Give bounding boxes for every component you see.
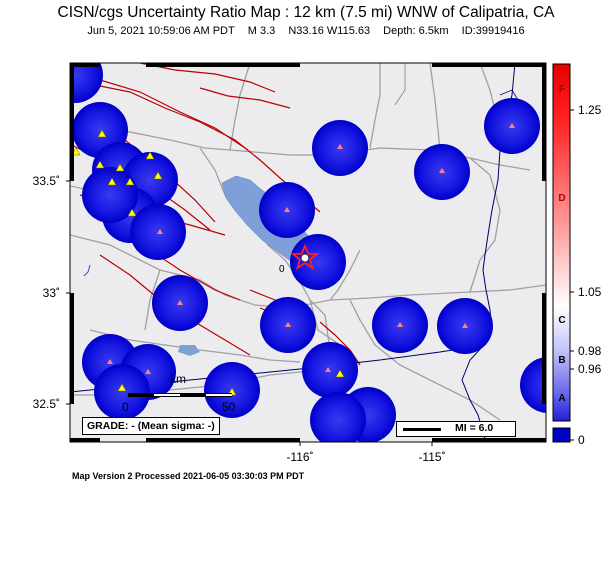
station-center-marker (337, 144, 343, 149)
station-disc (70, 63, 103, 103)
station-center-marker (157, 229, 163, 234)
seismic-station-marker (125, 177, 135, 186)
event-info: Jun 5, 2021 10:59:06 AM PDT M 3.3 N33.16… (0, 25, 612, 37)
grade-letter-c: C (558, 315, 566, 326)
frame-segment (146, 438, 300, 442)
mi-legend-bar (403, 428, 441, 431)
seismic-station-marker (107, 177, 117, 186)
frame-segment (542, 293, 546, 404)
frame-segment (146, 63, 300, 67)
lon-label-116: -116˚ (286, 450, 314, 464)
station-center-marker (145, 369, 151, 374)
station-disc (302, 342, 358, 398)
scale-start: 0 (122, 400, 129, 414)
station-disc (310, 392, 366, 442)
seismic-station-marker (145, 151, 155, 160)
station-center-marker (325, 367, 331, 372)
map-title: CISN/cgs Uncertainty Ratio Map : 12 km (… (57, 4, 555, 21)
station-center-marker (439, 168, 445, 173)
scale-end: 50 (222, 400, 236, 414)
scale-unit: km (170, 372, 186, 386)
colorbar-label-0-98: 0.98 (578, 344, 602, 358)
station-center-marker (284, 207, 290, 212)
colorbar-label-1-05: 1.05 (578, 285, 602, 299)
seismic-station-marker (95, 160, 105, 169)
station-disc (82, 167, 138, 223)
lat-label-33-5: 33.5˚ (32, 174, 60, 188)
map-frame (69, 62, 547, 443)
event-magnitude: M 3.3 (247, 25, 276, 37)
colorbar-label-1-25: 1.25 (578, 103, 602, 117)
stream (83, 264, 91, 277)
lat-label-32-5: 32.5˚ (32, 397, 60, 411)
grade-letter-a: A (558, 393, 566, 404)
colorbar-label-0: 0 (578, 433, 585, 447)
event-depth: Depth: 6.5km (383, 25, 449, 37)
grade-letter-d: D (558, 193, 566, 204)
station-center-marker (107, 359, 113, 364)
seismic-station-marker (153, 171, 163, 180)
grade-letter-f: F (558, 84, 566, 95)
station-center-marker (285, 322, 291, 327)
grade-letter-b: B (558, 355, 566, 366)
lat-label-33: 33˚ (42, 286, 60, 300)
mi-legend-label: MI = 6.0 (455, 422, 494, 434)
frame-segment (70, 293, 74, 404)
colorbar (552, 63, 574, 443)
seismic-station-marker (117, 383, 127, 392)
station-center-marker (397, 322, 403, 327)
grade-legend: GRADE: - (Mean sigma: -) (82, 417, 220, 435)
event-id: ID:39919416 (461, 25, 525, 37)
map-footer: Map Version 2 Processed 2021-06-05 03:30… (72, 471, 305, 481)
station-disc (520, 357, 546, 413)
seismic-station-marker (127, 208, 137, 217)
event-location: N33.16 W115.63 (288, 25, 371, 37)
station-center-marker (177, 300, 183, 305)
frame-segment (70, 63, 100, 67)
frame-segment (70, 438, 100, 442)
event-date: Jun 5, 2021 10:59:06 AM PDT (87, 25, 235, 37)
lon-label-115: -115˚ (418, 450, 446, 464)
station-center-marker (509, 123, 515, 128)
seismic-station-marker (335, 369, 345, 378)
seismic-station-marker (115, 163, 125, 172)
colorbar-label-0-96: 0.96 (578, 362, 602, 376)
seismic-station-marker (97, 129, 107, 138)
frame-segment (70, 63, 74, 181)
epicenter-label: 0 (279, 264, 285, 275)
frame-segment (542, 63, 546, 181)
frame-segment (432, 438, 546, 442)
small-lake (178, 345, 200, 356)
station-center-marker (462, 323, 468, 328)
frame-segment (432, 63, 546, 67)
scale-bar (128, 393, 232, 397)
station-discs (70, 63, 546, 442)
epicenter-marker (290, 243, 320, 271)
axis-ticks (66, 180, 433, 446)
mi-legend: MI = 6.0 (396, 421, 516, 437)
station-disc (94, 364, 150, 420)
station-disc (130, 204, 186, 260)
